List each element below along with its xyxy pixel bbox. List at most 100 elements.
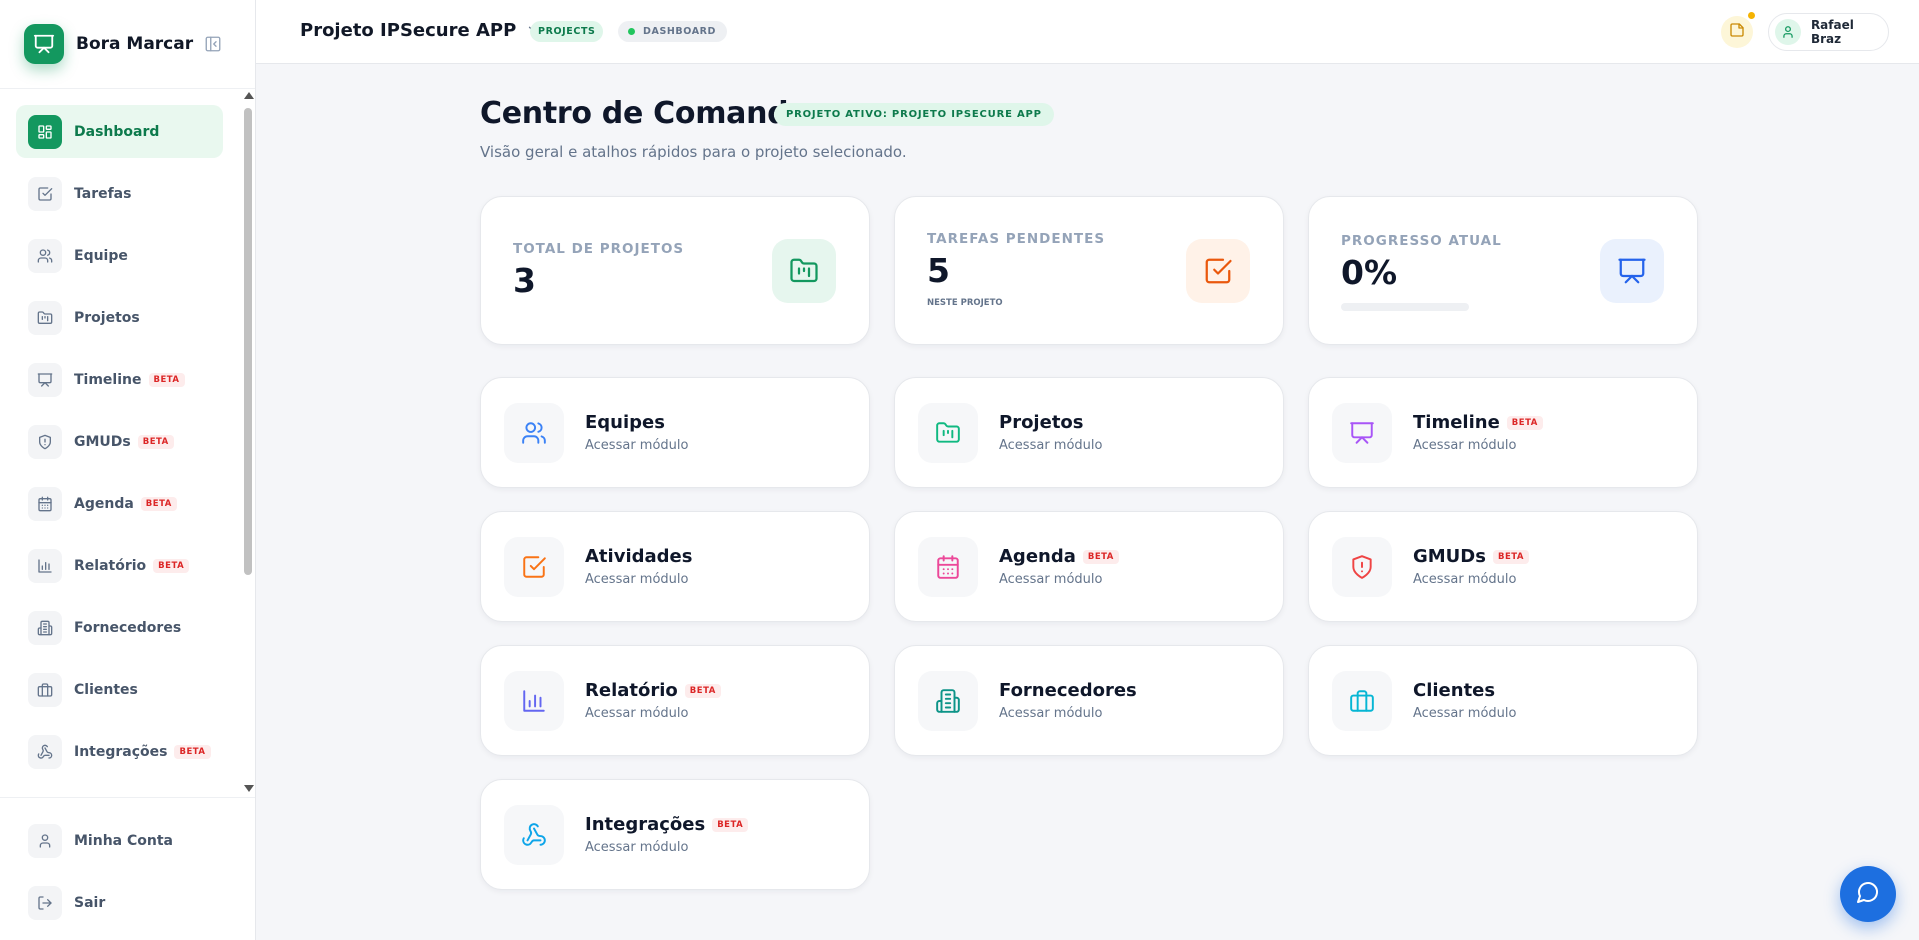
active-project-badge: PROJETO ATIVO: PROJETO IPSECURE APP <box>774 103 1054 126</box>
sidebar-item-label: Tarefas <box>74 185 132 202</box>
module-card-relatorio[interactable]: Relatório BETA Acessar módulo <box>480 645 870 756</box>
sidebar-item-label: GMUDs <box>74 433 131 450</box>
module-subtitle: Acessar módulo <box>999 572 1103 587</box>
sidebar-item-minha-conta[interactable]: Minha Conta <box>16 814 223 867</box>
stat-card-total-projetos: TOTAL DE PROJETOS 3 <box>480 196 870 345</box>
stat-card-tarefas-pendentes: TAREFAS PENDENTES 5 NESTE PROJETO <box>894 196 1284 345</box>
module-title: Clientes <box>1413 680 1495 701</box>
module-subtitle: Acessar módulo <box>999 438 1103 453</box>
shield-alert-icon <box>28 424 62 459</box>
module-card-atividades[interactable]: Atividades Acessar módulo <box>480 511 870 622</box>
notification-dot-icon <box>1746 10 1757 21</box>
sidebar-item-gmuds[interactable]: GMUDs BETA <box>16 415 223 468</box>
module-title-text: Integrações <box>585 814 706 835</box>
building-icon <box>28 610 62 645</box>
module-card-agenda[interactable]: Agenda BETA Acessar módulo <box>894 511 1284 622</box>
beta-badge: BETA <box>174 744 211 759</box>
project-name: Projeto IPSecure APP <box>300 20 517 41</box>
bar-chart-icon <box>28 548 62 583</box>
sidebar-item-relatorio[interactable]: Relatório BETA <box>16 539 223 592</box>
module-title-text: Atividades <box>585 546 693 567</box>
module-card-equipes[interactable]: Equipes Acessar módulo <box>480 377 870 488</box>
module-title-text: Fornecedores <box>999 680 1137 701</box>
sidebar-item-label: Agenda <box>74 495 134 512</box>
presentation-icon <box>28 362 62 397</box>
module-subtitle: Acessar módulo <box>1413 706 1517 721</box>
building-icon <box>918 671 978 731</box>
presentation-icon <box>1332 403 1392 463</box>
calendar-icon <box>28 486 62 521</box>
module-card-timeline[interactable]: Timeline BETA Acessar módulo <box>1308 377 1698 488</box>
stat-value: 3 <box>513 261 536 300</box>
brand-logo-icon[interactable] <box>24 24 64 64</box>
stat-sub: NESTE PROJETO <box>927 298 1003 308</box>
beta-badge: BETA <box>1082 549 1119 564</box>
folder-kanban-icon <box>772 239 836 303</box>
sidebar-item-fornecedores[interactable]: Fornecedores <box>16 601 223 654</box>
user-menu-button[interactable]: Rafael Braz <box>1768 13 1889 51</box>
sidebar-scrollbar[interactable] <box>240 92 256 792</box>
sidebar-item-label: Fornecedores <box>74 619 182 636</box>
module-subtitle: Acessar módulo <box>585 438 689 453</box>
beta-badge: BETA <box>137 434 174 449</box>
scroll-up-icon[interactable] <box>244 92 254 99</box>
collapse-sidebar-icon[interactable] <box>203 34 223 54</box>
module-title: Relatório BETA <box>585 680 721 701</box>
project-selector[interactable]: Projeto IPSecure APP <box>300 20 540 41</box>
module-card-integracoes[interactable]: Integrações BETA Acessar módulo <box>480 779 870 890</box>
briefcase-icon <box>1332 671 1392 731</box>
log-out-icon <box>28 885 62 920</box>
beta-badge: BETA <box>712 817 749 832</box>
user-icon <box>28 823 62 858</box>
webhook-icon <box>504 805 564 865</box>
beta-badge: BETA <box>1492 549 1529 564</box>
sidebar-item-dashboard[interactable]: Dashboard <box>16 105 223 158</box>
sidebar-item-equipe[interactable]: Equipe <box>16 229 223 282</box>
sidebar-item-sair[interactable]: Sair <box>16 876 223 929</box>
users-icon <box>504 403 564 463</box>
module-title: Atividades <box>585 546 692 567</box>
stat-card-progresso-atual: PROGRESSO ATUAL 0% <box>1308 196 1698 345</box>
sidebar-item-label: Minha Conta <box>74 832 173 849</box>
notes-button[interactable] <box>1721 10 1757 48</box>
module-subtitle: Acessar módulo <box>1413 572 1517 587</box>
module-card-gmuds[interactable]: GMUDs BETA Acessar módulo <box>1308 511 1698 622</box>
user-name: Rafael Braz <box>1810 18 1854 46</box>
message-circle-icon <box>1856 880 1880 908</box>
module-title-text: GMUDs <box>1413 546 1486 567</box>
users-icon <box>28 238 62 273</box>
module-subtitle: Acessar módulo <box>585 706 689 721</box>
stat-value: 0% <box>1341 253 1398 292</box>
sidebar-item-integracoes[interactable]: Integrações BETA <box>16 725 223 778</box>
top-header: Projeto IPSecure APP PROJECTS DASHBOARD … <box>256 0 1919 64</box>
breadcrumb-projects[interactable]: PROJECTS <box>530 21 604 42</box>
module-title: Agenda BETA <box>999 546 1119 567</box>
module-title: GMUDs BETA <box>1413 546 1529 567</box>
sidebar-item-label: Dashboard <box>74 123 160 140</box>
module-card-projetos[interactable]: Projetos Acessar módulo <box>894 377 1284 488</box>
sidebar-item-timeline[interactable]: Timeline BETA <box>16 353 223 406</box>
beta-badge: BETA <box>148 372 185 387</box>
stat-value: 5 <box>927 251 950 290</box>
module-card-clientes[interactable]: Clientes Acessar módulo <box>1308 645 1698 756</box>
square-check-icon <box>1186 239 1250 303</box>
sticky-note-icon <box>1729 22 1745 42</box>
scroll-down-icon[interactable] <box>244 785 254 792</box>
folder-kanban-icon <box>28 300 62 335</box>
sidebar: Bora Marcar Dashboard Tarefas Equipe <box>0 0 256 940</box>
scroll-thumb[interactable] <box>244 108 252 575</box>
beta-badge: BETA <box>153 558 190 573</box>
sidebar-item-tarefas[interactable]: Tarefas <box>16 167 223 220</box>
chat-button[interactable] <box>1840 866 1896 922</box>
square-check-icon <box>28 176 62 211</box>
sidebar-item-agenda[interactable]: Agenda BETA <box>16 477 223 530</box>
sidebar-item-clientes[interactable]: Clientes <box>16 663 223 716</box>
sidebar-item-projetos[interactable]: Projetos <box>16 291 223 344</box>
stat-label: TOTAL DE PROJETOS <box>513 241 685 257</box>
module-title: Equipes <box>585 412 665 433</box>
module-card-fornecedores[interactable]: Fornecedores Acessar módulo <box>894 645 1284 756</box>
module-title-text: Equipes <box>585 412 665 433</box>
breadcrumb-dashboard[interactable]: DASHBOARD <box>618 21 728 42</box>
bar-chart-icon <box>504 671 564 731</box>
calendar-icon <box>918 537 978 597</box>
